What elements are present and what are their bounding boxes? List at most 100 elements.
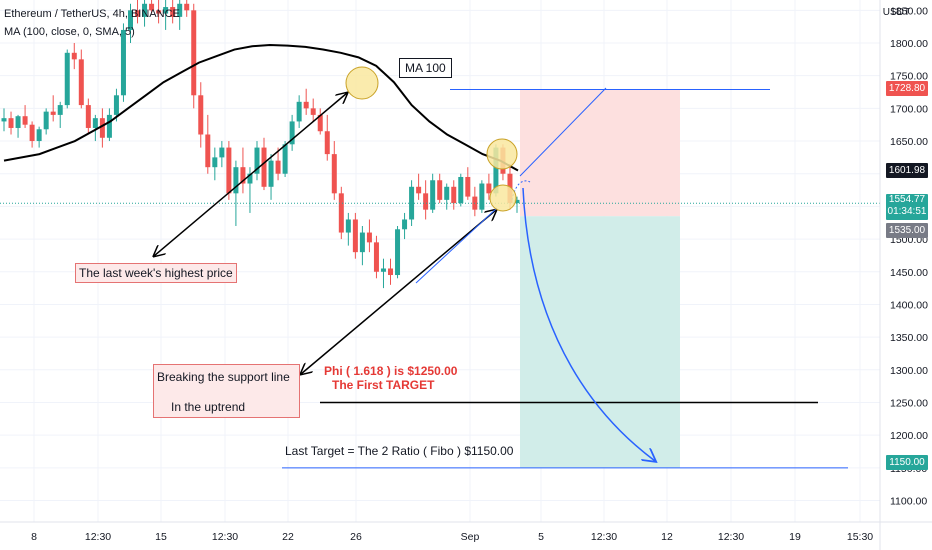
candle [64,49,70,109]
candle-body [310,108,316,115]
candle [514,196,520,213]
candle-body [99,118,105,138]
candle [219,141,225,168]
candle [338,186,344,240]
candle [451,180,457,210]
x-tick-label: 26 [350,531,362,543]
candle [177,0,183,30]
candle [465,167,471,200]
candle [106,108,112,142]
take-profit-zone [520,216,680,468]
candle [170,0,176,24]
candle [205,114,211,174]
small-curve [511,180,531,201]
candle [1,108,7,132]
candle [486,173,492,200]
stop-loss-zone [520,89,680,217]
candle-body [437,180,443,200]
last-target-label: Last Target = The 2 Ratio ( Fibo ) $1150… [285,444,514,458]
candle [156,0,162,24]
candle [352,212,358,259]
candle-body [22,116,28,125]
candle [380,258,386,289]
candle-body [29,124,35,142]
candle-body [219,147,225,158]
highlight-circle [486,138,518,170]
candle [479,180,485,213]
x-tick-label: 22 [282,531,294,543]
x-tick-label: 8 [31,531,37,543]
time-axis[interactable]: 8 12:30 15 12:30 22 26 Sep 5 12:30 12 12:30 19 15:30 [0,521,932,543]
price-tag-1728: 1728.80 [886,81,928,96]
candle-body [135,10,141,17]
candle [430,173,436,213]
candle-body [106,114,112,138]
projection-line-up [519,87,607,177]
ma-label: MA 100 [399,58,452,78]
highest-price-label: The last week's highest price [75,263,237,283]
candle [317,108,323,135]
candle-body [43,111,49,130]
y-tick-label: 1700.00 [890,103,928,115]
candle [331,141,337,200]
y-tick-label: 1350.00 [890,332,928,344]
candle-body [296,101,302,122]
candle-body [120,29,126,96]
candle-body [163,7,169,14]
candle [423,180,429,220]
candle [135,0,141,24]
candle-body [479,183,485,210]
candle-body [36,129,42,142]
candle-body [85,105,91,128]
candle [184,0,190,17]
candle [57,101,63,128]
candle-body [380,268,386,272]
price-tag-1535: 1535.00 [886,223,928,238]
candle [8,111,14,135]
candle-body [345,219,351,233]
x-tick-label: 12:30 [212,531,238,543]
candle-body [275,160,281,174]
current-price: 1554.77 [888,194,926,205]
candle [85,98,91,135]
candle-body [127,10,133,30]
candle-body [149,3,155,11]
candle-body [282,144,288,174]
x-tick-label: 12:30 [718,531,744,543]
candle-body [514,199,520,204]
x-tick-label: 15:30 [847,531,873,543]
candle-body [451,186,457,204]
indicator-legend[interactable]: MA (100, close, 0, SMA, 5) [4,26,135,38]
current-price-tag: 1554.77 01:34:51 [886,194,928,220]
candle [366,219,372,253]
candle [444,183,450,210]
candle-body [303,101,309,109]
candle-body [268,160,274,187]
first-target-label: The First TARGET [332,378,435,392]
y-tick-label: 1750.00 [890,71,928,83]
candle [36,126,42,148]
candle [254,141,260,181]
candle-body [430,180,436,210]
candle-body [170,7,176,17]
candle-body [78,59,84,106]
drawings [0,43,880,469]
breaking-line-1: Breaking the support line [157,370,290,384]
candle [395,226,401,279]
candle-body [493,147,499,194]
x-tick-label: 15 [155,531,167,543]
candle [303,88,309,115]
support-trendline [415,207,498,284]
candle-body [359,232,365,253]
candle [296,95,302,128]
symbol-title: Ethereum / TetherUS, 4h, BINANCE [4,8,180,20]
candle-body [212,157,218,168]
candle-body [465,176,471,197]
candle [163,0,169,30]
candle [198,82,204,148]
candle [78,49,84,109]
candle [43,108,49,135]
candle [149,0,155,14]
candle [240,147,246,194]
